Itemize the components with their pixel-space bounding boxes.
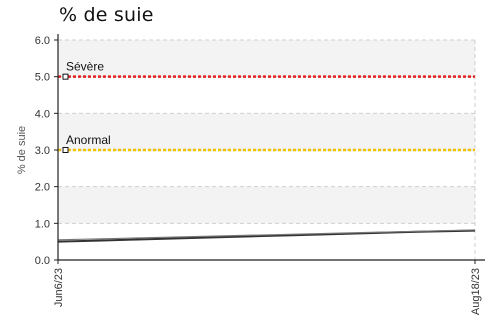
y-axis-title: % de suie xyxy=(16,126,28,174)
y-tick-label: 0.0 xyxy=(35,255,50,267)
series-line xyxy=(57,229,476,241)
plot-band xyxy=(58,40,475,77)
threshold-marker xyxy=(62,73,69,80)
x-tick-label: Aug18/23 xyxy=(470,268,482,315)
y-tick-label: 1.0 xyxy=(35,218,50,230)
threshold-label: Anormal xyxy=(66,133,111,147)
x-tick-label: Jun6/23 xyxy=(53,268,65,307)
plot-band xyxy=(58,186,475,224)
y-tick-label: 4.0 xyxy=(35,108,50,120)
y-tick-label: 2.0 xyxy=(35,182,50,194)
threshold-marker xyxy=(62,147,69,153)
plot-band xyxy=(58,113,475,150)
y-tick-label: 3.0 xyxy=(35,145,50,157)
y-tick-label: 6.0 xyxy=(35,35,50,47)
y-tick-label: 5.0 xyxy=(35,72,50,84)
series-line xyxy=(57,229,476,243)
chart-title: % de suie xyxy=(59,4,154,26)
threshold-label: Sévère xyxy=(66,60,104,74)
